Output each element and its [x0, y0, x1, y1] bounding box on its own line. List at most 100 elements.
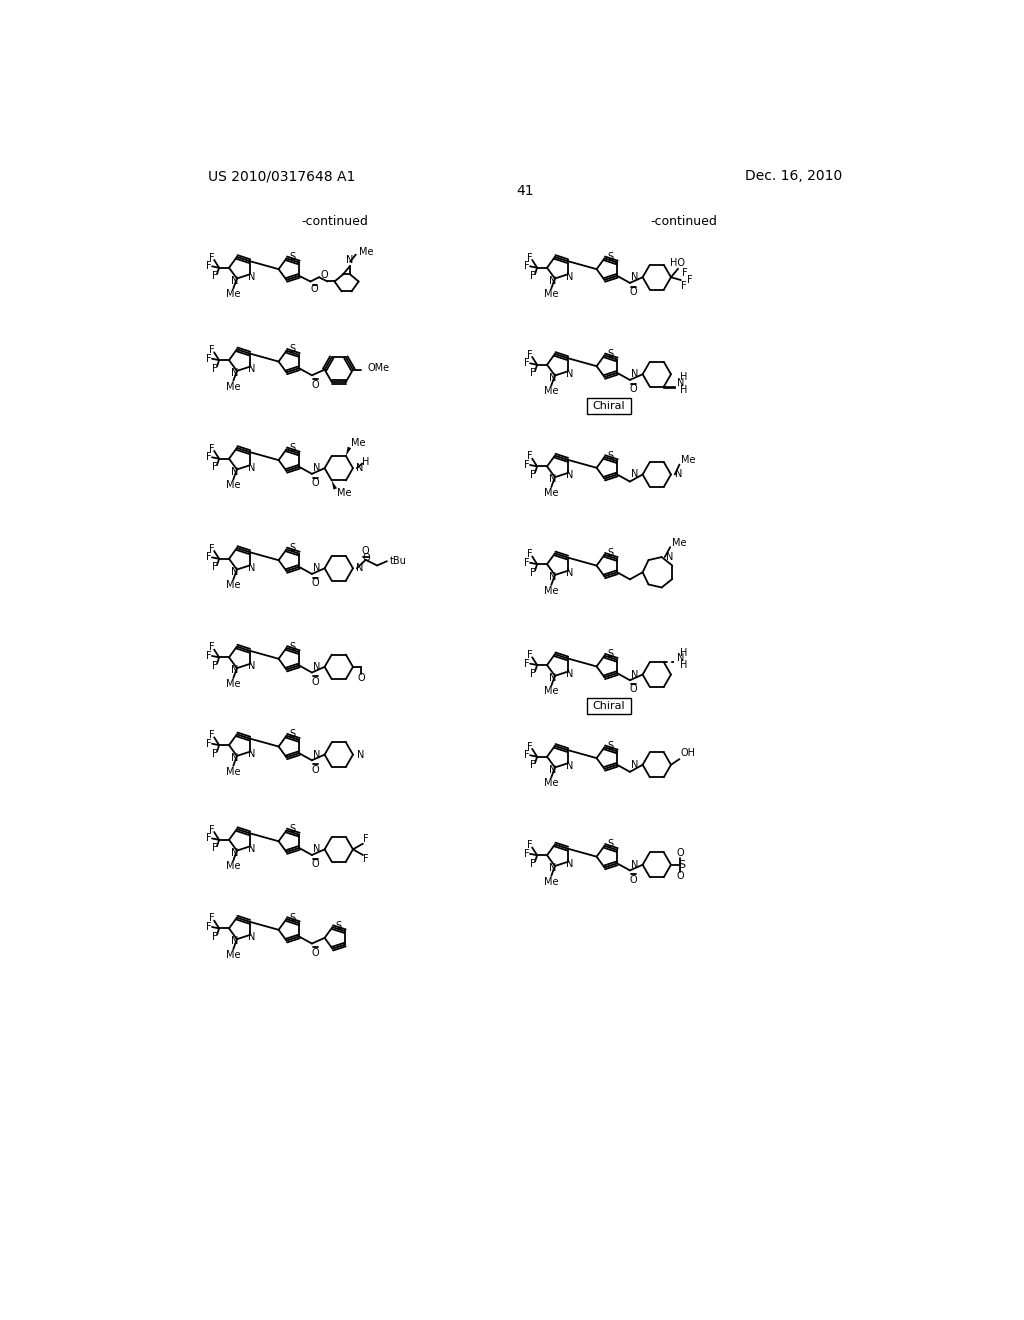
- Text: N: N: [313, 845, 321, 854]
- Text: O: O: [677, 849, 684, 858]
- Text: S: S: [290, 824, 296, 834]
- Text: F: F: [527, 742, 532, 752]
- Text: F: F: [209, 444, 215, 454]
- Text: S: S: [607, 840, 613, 849]
- Text: F: F: [207, 921, 212, 932]
- Text: O: O: [321, 271, 329, 280]
- Text: S: S: [290, 345, 296, 354]
- Text: Me: Me: [226, 861, 241, 871]
- Text: F: F: [362, 834, 369, 845]
- Text: N: N: [549, 372, 556, 383]
- Text: F: F: [212, 363, 218, 374]
- Text: Me: Me: [337, 488, 351, 498]
- Text: F: F: [207, 651, 212, 661]
- Text: N: N: [248, 843, 256, 854]
- Text: N: N: [549, 673, 556, 684]
- Text: N: N: [677, 653, 684, 664]
- Text: S: S: [336, 920, 342, 931]
- Text: F: F: [530, 470, 536, 480]
- Text: F: F: [530, 760, 536, 770]
- Text: Me: Me: [226, 678, 241, 689]
- Text: N: N: [677, 378, 684, 388]
- Text: F: F: [212, 932, 218, 942]
- Text: Me: Me: [226, 950, 241, 960]
- Text: N: N: [549, 863, 556, 874]
- Text: F: F: [209, 544, 215, 554]
- Text: -continued: -continued: [301, 215, 368, 228]
- Text: O: O: [677, 871, 684, 880]
- Text: US 2010/0317648 A1: US 2010/0317648 A1: [208, 169, 355, 183]
- Text: F: F: [209, 346, 215, 355]
- Polygon shape: [332, 480, 337, 490]
- Text: N: N: [248, 661, 256, 672]
- Text: N: N: [566, 568, 573, 578]
- Text: O: O: [357, 673, 366, 684]
- Text: O: O: [312, 578, 319, 589]
- Text: HO: HO: [670, 259, 685, 268]
- Text: Me: Me: [544, 876, 558, 887]
- Text: F: F: [530, 271, 536, 281]
- Text: F: F: [524, 750, 530, 760]
- Text: N: N: [356, 463, 364, 473]
- Text: N: N: [313, 661, 321, 672]
- Text: O: O: [312, 764, 319, 775]
- Text: N: N: [248, 272, 256, 281]
- Text: F: F: [209, 643, 215, 652]
- Text: S: S: [607, 348, 613, 359]
- Text: H: H: [680, 660, 687, 671]
- Text: Me: Me: [544, 777, 558, 788]
- Text: O: O: [312, 948, 319, 958]
- Text: Me: Me: [226, 767, 241, 776]
- Text: F: F: [686, 276, 692, 285]
- Text: F: F: [207, 739, 212, 748]
- Text: N: N: [248, 463, 256, 473]
- Text: O: O: [630, 288, 638, 297]
- Text: F: F: [212, 462, 218, 473]
- Text: N: N: [356, 564, 364, 573]
- Text: Chiral: Chiral: [593, 401, 626, 411]
- Text: F: F: [524, 459, 530, 470]
- Text: N: N: [632, 470, 639, 479]
- Text: N: N: [356, 750, 365, 759]
- Text: N: N: [230, 936, 239, 946]
- Text: F: F: [527, 651, 532, 660]
- Text: N: N: [248, 932, 256, 942]
- Text: N: N: [230, 754, 239, 763]
- Polygon shape: [346, 446, 351, 455]
- Text: Me: Me: [226, 289, 241, 300]
- Text: tBu: tBu: [390, 556, 407, 566]
- FancyBboxPatch shape: [587, 399, 632, 413]
- Text: N: N: [549, 276, 556, 286]
- Text: F: F: [530, 859, 536, 869]
- Text: S: S: [679, 859, 686, 870]
- Text: N: N: [230, 847, 239, 858]
- Text: F: F: [212, 843, 218, 853]
- Text: N: N: [248, 750, 256, 759]
- Text: N: N: [632, 272, 639, 282]
- Text: F: F: [209, 913, 215, 924]
- Text: N: N: [566, 368, 573, 379]
- Text: F: F: [530, 668, 536, 678]
- Text: OMe: OMe: [368, 363, 389, 374]
- Text: F: F: [212, 562, 218, 573]
- Text: S: S: [290, 729, 296, 739]
- Text: OH: OH: [681, 748, 696, 759]
- Text: Me: Me: [351, 438, 366, 449]
- Text: O: O: [362, 553, 371, 564]
- Text: S: S: [290, 642, 296, 652]
- Text: N: N: [566, 760, 573, 771]
- Text: F: F: [527, 253, 532, 263]
- Text: F: F: [530, 368, 536, 379]
- Text: N: N: [566, 859, 573, 870]
- Text: F: F: [207, 552, 212, 562]
- Text: Me: Me: [226, 381, 241, 392]
- Text: -continued: -continued: [650, 215, 717, 228]
- Text: F: F: [524, 261, 530, 272]
- Text: F: F: [209, 253, 215, 263]
- Text: S: S: [607, 649, 613, 659]
- Text: Me: Me: [226, 480, 241, 490]
- Text: F: F: [524, 659, 530, 669]
- Text: O: O: [312, 677, 319, 686]
- Text: F: F: [207, 453, 212, 462]
- Text: Me: Me: [544, 686, 558, 697]
